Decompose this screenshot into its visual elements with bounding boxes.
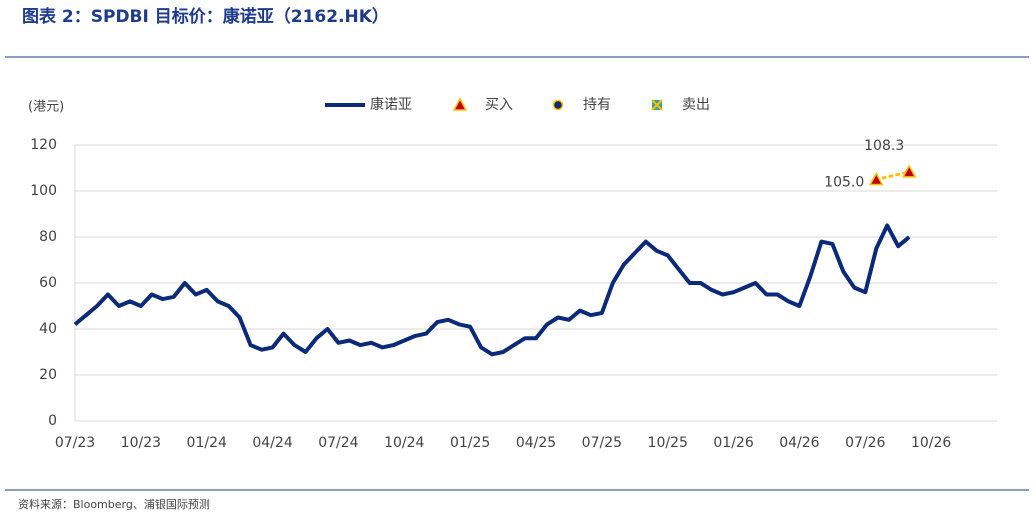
x-tick-label: 10/24 [384, 435, 424, 451]
rating-marker [868, 171, 884, 186]
source-note: 资料来源：Bloomberg、浦银国际预测 [18, 497, 210, 511]
price-line [73, 223, 911, 357]
rating-connector [874, 170, 911, 181]
chart-title: 图表 2：SPDBI 目标价：康诺亚（2162.HK） [22, 6, 389, 27]
legend-swatch [452, 97, 468, 111]
x-tick-label: 01/25 [450, 435, 490, 451]
x-tick-label: 07/25 [582, 435, 622, 451]
y-tick-label: 20 [39, 367, 57, 383]
x-tick-label: 04/25 [516, 435, 556, 451]
x-tick-label: 07/24 [318, 435, 358, 451]
legend-label: 卖出 [682, 97, 710, 113]
y-axis-unit: (港元) [28, 100, 64, 115]
x-tick-label: 01/24 [187, 435, 227, 451]
y-tick-label: 60 [39, 275, 57, 291]
x-tick-label: 04/26 [779, 435, 819, 451]
data-label: 105.0 [824, 175, 864, 191]
x-tick-label: 04/24 [252, 435, 292, 451]
y-tick-label: 120 [30, 137, 57, 153]
y-tick-label: 40 [39, 321, 57, 337]
legend-swatch [552, 99, 564, 111]
y-tick-label: 100 [30, 183, 57, 199]
legend-swatch-cross [651, 99, 663, 111]
legend-label: 买入 [485, 97, 513, 113]
y-tick-label: 0 [48, 413, 57, 429]
rating-marker [901, 164, 917, 178]
x-tick-label: 07/26 [845, 435, 885, 451]
x-tick-label: 01/26 [713, 435, 753, 451]
legend-label: 康诺亚 [370, 96, 412, 113]
x-tick-label: 07/23 [55, 435, 95, 451]
x-tick-label: 10/23 [121, 435, 161, 451]
data-label: 108.3 [864, 138, 904, 154]
y-tick-label: 80 [39, 229, 57, 245]
legend-label: 持有 [583, 97, 611, 113]
x-tick-label: 10/25 [648, 435, 688, 451]
x-tick-label: 10/26 [911, 435, 951, 451]
